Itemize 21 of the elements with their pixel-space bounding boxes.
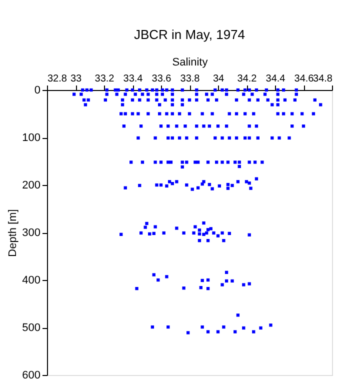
y-tick-label: 100: [22, 132, 40, 144]
x-tick-label: 33.6: [152, 74, 172, 84]
x-tick-label: 33.4: [123, 74, 144, 84]
y-tick-label: 400: [22, 274, 40, 286]
x-tick-label: 33.8: [180, 74, 200, 84]
x-tick-label: 34: [212, 74, 224, 84]
x-tick-label: 34.8: [313, 74, 333, 84]
x-tick-label: 34.6: [294, 74, 314, 84]
y-tick-label: 0: [34, 84, 40, 96]
y-axis-title: Depth [m]: [7, 209, 20, 257]
x-tick-label: 34.2: [237, 74, 258, 84]
chart-title: JBCR in May, 1974: [134, 27, 246, 42]
x-tick-label: 33: [70, 74, 82, 84]
x-tick-label: 33.2: [94, 74, 115, 84]
y-tick-label: 600: [22, 370, 40, 382]
y-tick-label: 200: [22, 180, 40, 192]
y-tick-label: 300: [22, 227, 40, 239]
x-tick-label: 34.4: [266, 74, 286, 84]
x-tick-label: 32.8: [48, 74, 68, 84]
x-axis-title: Salinity: [172, 56, 208, 68]
y-tick-label: 500: [22, 322, 40, 334]
